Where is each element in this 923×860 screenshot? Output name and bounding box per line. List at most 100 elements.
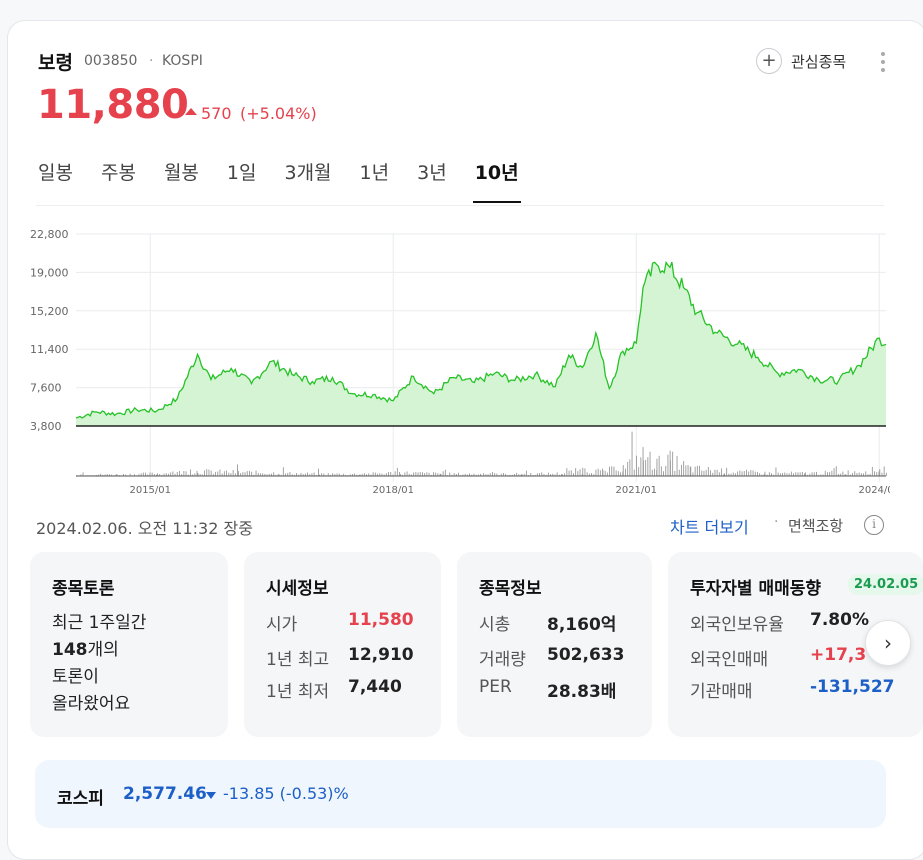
volume-bar (309, 474, 311, 476)
volume-bar (807, 474, 809, 476)
volume-bar (176, 472, 178, 476)
tab-2[interactable]: 월봉 (163, 162, 199, 184)
volume-bar (372, 472, 374, 476)
volume-bar (631, 431, 633, 476)
volume-bar (584, 468, 586, 476)
disclaimer-link[interactable]: 면책조항 (788, 517, 844, 535)
volume-bar (573, 473, 574, 476)
volume-bar (174, 473, 176, 476)
volume-bar (622, 465, 624, 476)
stock-info-card[interactable]: 종목정보 시총 8,160억 거래량 502,633 PER 28.83배 (457, 552, 652, 737)
volume-bar (204, 470, 205, 476)
tab-1[interactable]: 주봉 (100, 162, 136, 184)
volume-bar (593, 474, 595, 476)
tab-0[interactable]: 일봉 (38, 162, 73, 184)
volume-bar (494, 473, 496, 476)
volume-bar (289, 472, 291, 476)
volume-bar (165, 473, 167, 476)
volume-bar (660, 466, 662, 476)
volume-bar (356, 474, 358, 476)
volume-bar (455, 474, 457, 476)
volume-bar (564, 473, 566, 476)
volume-bar (109, 474, 110, 476)
volume-bar (388, 472, 389, 476)
volume-bar (643, 460, 644, 476)
volume-bar (206, 469, 208, 476)
volume-bar (622, 471, 624, 476)
more-options-icon[interactable] (880, 52, 886, 72)
volume-bar (134, 474, 135, 476)
volume-bar (620, 472, 621, 476)
volume-bar (116, 474, 118, 476)
tab-5[interactable]: 1년 (359, 162, 390, 184)
volume-bar (383, 474, 385, 476)
volume-bar (689, 466, 691, 476)
next-card-button[interactable]: › (865, 620, 911, 666)
volume-bar (777, 472, 779, 476)
add-watchlist-button[interactable]: + 관심종목 (756, 48, 846, 74)
volume-bar (354, 473, 356, 476)
x-tick-label: 2024/01 (858, 485, 890, 496)
volume-bar (228, 472, 230, 476)
more-chart-link[interactable]: 차트 더보기 (670, 518, 749, 537)
price-chart[interactable]: 3,800 7,600 11,400 15,200 19,000 22,800 2015/0… (30, 222, 890, 502)
volume-bar (215, 471, 216, 476)
volume-bar (345, 474, 347, 476)
volume-bar (462, 474, 464, 476)
volume-bar (400, 474, 401, 476)
volume-bar (234, 473, 236, 476)
volume-bar (361, 473, 363, 476)
info-icon[interactable]: i (864, 515, 884, 535)
volume-bar (408, 473, 410, 476)
volume-bar (718, 472, 720, 476)
volume-bar (304, 473, 306, 476)
quote-card[interactable]: 시세정보 시가 11,580 1년 최고 12,910 1년 최저 7,440 (244, 552, 441, 737)
down-arrow-icon (206, 792, 216, 799)
volume-bar (732, 472, 734, 476)
volume-bar (793, 473, 794, 476)
volume-bar (768, 472, 770, 476)
info-row-per: PER 28.83배 (479, 677, 617, 702)
discussion-card[interactable]: 종목토론 최근 1주일간 148개의 토론이 올라왔어요 (30, 552, 228, 737)
volume-bar (338, 473, 340, 476)
volume-bar (489, 473, 491, 476)
volume-bar (649, 451, 651, 476)
volume-bar (426, 472, 428, 476)
volume-bar (444, 469, 446, 476)
volume-bar (833, 468, 835, 476)
tab-7[interactable]: 10년 (472, 158, 521, 203)
volume-bar (102, 474, 104, 476)
volume-bar (232, 470, 234, 476)
volume-bar (844, 474, 846, 476)
y-tick-label: 7,600 (30, 382, 62, 395)
volume-bar (582, 467, 584, 476)
volume-bar (138, 474, 140, 476)
volume-bar (838, 474, 839, 476)
volume-bar (690, 466, 692, 476)
volume-bar (625, 468, 626, 476)
volume-bar (786, 473, 788, 476)
tab-6[interactable]: 3년 (417, 162, 447, 184)
volume-bar (663, 471, 664, 476)
volume-bar (656, 458, 658, 476)
volume-bar (809, 473, 811, 476)
volume-bar (681, 464, 682, 476)
volume-bar (878, 471, 880, 476)
volume-bar (556, 472, 558, 476)
volume-bar (404, 472, 406, 476)
volume-bar (183, 471, 185, 476)
volume-bar (157, 473, 158, 476)
info-row-marketcap: 시총 8,160억 (479, 615, 617, 635)
kospi-index-bar[interactable]: 코스피 2,577.46 -13.85 (-0.53)% (35, 760, 886, 828)
volume-bar (300, 472, 302, 476)
volume-bar (801, 472, 803, 476)
volume-bar (530, 473, 532, 476)
tab-4[interactable]: 3개월 (284, 162, 332, 184)
volume-bar (687, 465, 689, 476)
volume-bar (739, 470, 741, 476)
volume-bar (845, 474, 847, 476)
volume-bar (280, 474, 282, 476)
tab-3[interactable]: 1일 (226, 162, 257, 184)
volume-bar (842, 471, 844, 476)
volume-bar (822, 474, 824, 476)
